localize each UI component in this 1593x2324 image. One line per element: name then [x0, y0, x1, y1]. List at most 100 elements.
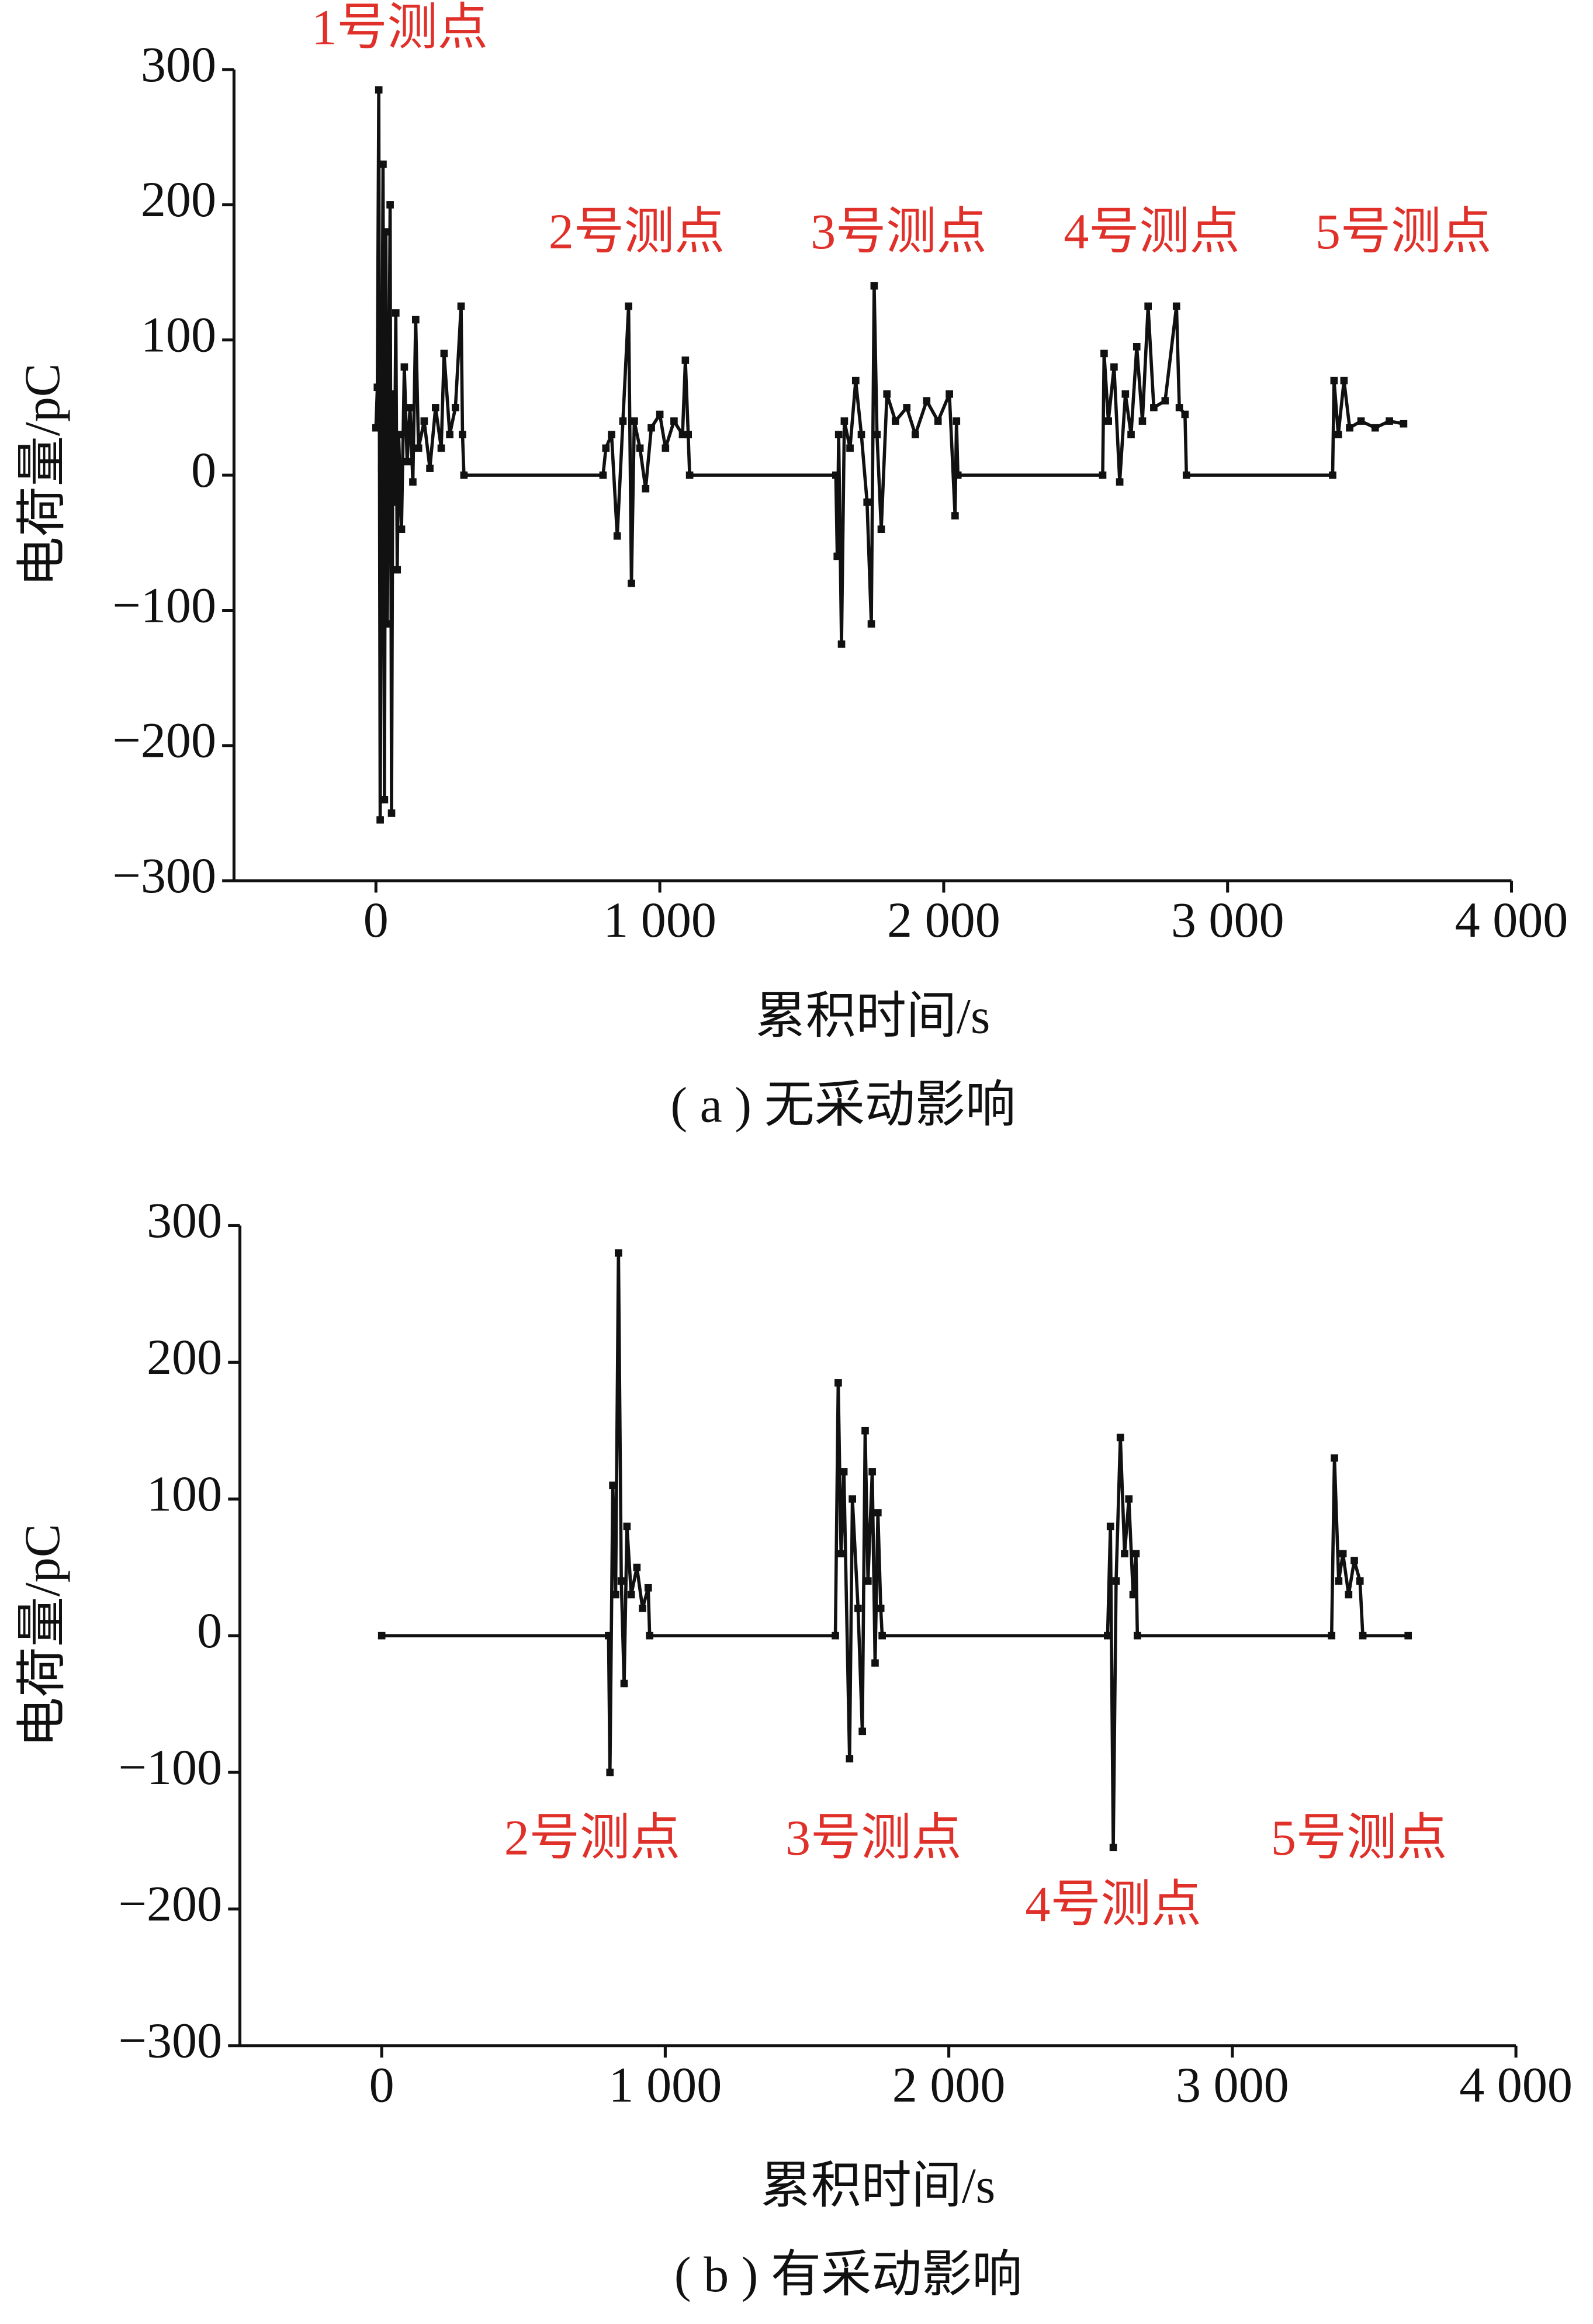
- point-marker: [953, 417, 961, 425]
- point-marker: [1104, 417, 1112, 425]
- point-marker: [390, 498, 399, 506]
- point-marker: [1116, 1433, 1124, 1442]
- point-marker: [903, 404, 911, 411]
- point-marker: [389, 390, 397, 398]
- point-marker: [1133, 343, 1141, 351]
- point-marker: [1172, 302, 1180, 310]
- point-marker: [378, 465, 386, 472]
- point-marker: [678, 431, 687, 439]
- y-tick-label: 0: [197, 1602, 222, 1658]
- point-marker: [846, 444, 854, 452]
- point-marker: [934, 417, 942, 425]
- point-marker: [378, 1632, 386, 1640]
- point-marker: [1357, 417, 1365, 425]
- point-marker: [642, 484, 650, 493]
- point-marker: [393, 566, 401, 574]
- point-marker: [1121, 1550, 1128, 1558]
- point-marker: [858, 1727, 866, 1736]
- point-marker: [1346, 424, 1353, 432]
- point-marker: [1125, 1495, 1133, 1503]
- point-marker: [644, 1584, 652, 1592]
- point-marker: [891, 417, 899, 425]
- point-marker: [383, 620, 392, 628]
- point-marker: [599, 471, 607, 479]
- point-marker: [602, 444, 610, 452]
- point-marker: [411, 316, 420, 324]
- point-marker: [874, 1509, 882, 1516]
- point-marker: [1129, 1591, 1137, 1599]
- point-marker: [646, 1632, 654, 1640]
- point-marker: [612, 1591, 619, 1599]
- point-marker: [400, 363, 408, 371]
- y-tick-label: 300: [147, 1192, 222, 1248]
- point-marker: [631, 417, 638, 425]
- point-marker: [386, 201, 394, 209]
- point-marker: [1127, 431, 1135, 439]
- point-marker: [846, 1755, 854, 1762]
- point-marker: [685, 471, 694, 479]
- point-marker: [1175, 404, 1183, 411]
- annotation: 1号测点: [311, 0, 487, 55]
- point-marker: [834, 431, 843, 439]
- point-marker: [1331, 1454, 1338, 1462]
- point-marker: [670, 417, 678, 425]
- x-tick-label: 3 000: [1176, 2057, 1289, 2113]
- y-axis-label: 电荷量/pC: [14, 1524, 70, 1748]
- point-marker: [608, 431, 615, 439]
- y-tick-label: 100: [141, 307, 216, 363]
- y-axis-label: 电荷量/pC: [14, 363, 70, 587]
- annotation: 3号测点: [785, 1810, 961, 1866]
- point-marker: [426, 465, 434, 472]
- x-tick-label: 4 000: [1455, 892, 1568, 948]
- point-marker: [387, 809, 396, 817]
- point-marker: [684, 431, 692, 439]
- point-marker: [633, 1563, 641, 1571]
- point-marker: [1150, 404, 1158, 411]
- point-marker: [397, 525, 406, 534]
- x-tick-label: 3 000: [1171, 892, 1284, 948]
- point-marker: [867, 620, 875, 628]
- x-tick-label: 2 000: [892, 2057, 1006, 2113]
- y-tick-label: −200: [118, 1876, 222, 1932]
- point-marker: [1329, 471, 1336, 479]
- point-marker: [877, 525, 885, 534]
- point-marker: [1099, 471, 1107, 479]
- point-marker: [392, 309, 400, 317]
- point-marker: [863, 498, 871, 506]
- point-marker: [625, 302, 633, 310]
- point-marker: [1359, 1632, 1367, 1640]
- point-marker: [459, 431, 466, 439]
- point-marker: [1404, 1632, 1412, 1640]
- x-tick-label: 1 000: [603, 892, 716, 948]
- point-marker: [837, 1550, 845, 1558]
- point-marker: [877, 1604, 885, 1612]
- x-axis-label: 累积时间/s: [760, 2157, 995, 2214]
- point-marker: [452, 404, 459, 411]
- point-marker: [1161, 397, 1169, 405]
- point-marker: [606, 1768, 614, 1776]
- point-marker: [431, 404, 439, 411]
- point-marker: [837, 640, 846, 648]
- point-marker: [868, 1468, 876, 1476]
- point-marker: [1400, 420, 1408, 428]
- point-marker: [420, 417, 428, 425]
- point-marker: [854, 1604, 862, 1612]
- y-tick-label: −100: [112, 577, 216, 633]
- point-marker: [851, 376, 860, 385]
- point-marker: [1350, 1557, 1358, 1564]
- point-marker: [382, 228, 390, 236]
- point-marker: [1181, 410, 1189, 418]
- point-marker: [372, 424, 380, 432]
- point-marker: [385, 417, 393, 425]
- point-marker: [440, 349, 448, 358]
- point-marker: [620, 1679, 628, 1688]
- y-tick-label: −300: [118, 2013, 222, 2069]
- point-marker: [617, 1577, 625, 1585]
- point-marker: [1116, 478, 1124, 486]
- point-marker: [833, 552, 841, 560]
- point-marker: [871, 1659, 879, 1667]
- point-marker: [840, 417, 849, 425]
- caption: ( b ) 有采动影响: [674, 2246, 1023, 2302]
- point-marker: [1121, 390, 1130, 398]
- point-marker: [883, 390, 891, 398]
